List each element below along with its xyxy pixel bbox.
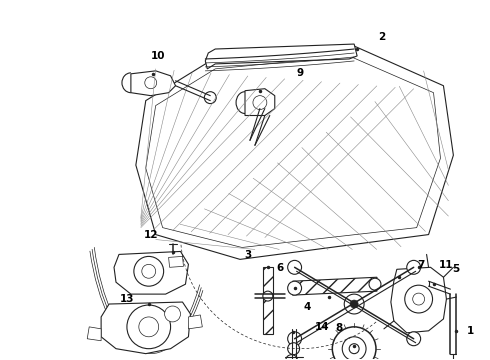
Circle shape: [407, 260, 420, 274]
Polygon shape: [87, 327, 101, 341]
Text: 11: 11: [439, 260, 454, 270]
Polygon shape: [189, 315, 202, 329]
Circle shape: [288, 281, 301, 295]
Circle shape: [288, 260, 301, 274]
Text: 9: 9: [296, 68, 303, 78]
Text: 8: 8: [336, 323, 343, 333]
Circle shape: [413, 293, 425, 305]
Polygon shape: [131, 71, 175, 96]
Circle shape: [369, 278, 381, 290]
Circle shape: [342, 337, 366, 360]
Circle shape: [344, 294, 364, 314]
Circle shape: [332, 327, 376, 360]
Text: 14: 14: [315, 322, 330, 332]
Circle shape: [263, 291, 273, 301]
Circle shape: [350, 300, 358, 308]
Polygon shape: [146, 56, 441, 247]
Text: 5: 5: [452, 264, 459, 274]
Text: 3: 3: [245, 251, 251, 260]
Text: 10: 10: [150, 51, 165, 61]
Circle shape: [204, 92, 216, 104]
Text: 7: 7: [417, 260, 424, 270]
Circle shape: [288, 343, 299, 355]
Text: 1: 1: [466, 326, 474, 336]
Polygon shape: [205, 44, 357, 69]
Circle shape: [145, 77, 157, 89]
Polygon shape: [169, 256, 183, 267]
Polygon shape: [263, 267, 273, 334]
Circle shape: [142, 264, 156, 278]
Circle shape: [405, 285, 433, 313]
Polygon shape: [114, 251, 189, 294]
Polygon shape: [391, 267, 446, 333]
Circle shape: [253, 96, 267, 109]
Text: 6: 6: [276, 263, 283, 273]
Circle shape: [127, 305, 171, 349]
Circle shape: [139, 317, 159, 337]
Text: 2: 2: [378, 32, 386, 42]
Polygon shape: [245, 89, 275, 116]
Circle shape: [349, 344, 359, 354]
Text: 4: 4: [304, 302, 311, 312]
Polygon shape: [293, 277, 377, 295]
Circle shape: [165, 306, 180, 322]
Circle shape: [407, 332, 420, 346]
Circle shape: [288, 332, 301, 346]
Text: 12: 12: [144, 230, 158, 239]
Polygon shape: [136, 46, 453, 260]
Polygon shape: [101, 302, 191, 354]
Circle shape: [134, 256, 164, 286]
Text: 13: 13: [120, 294, 134, 304]
